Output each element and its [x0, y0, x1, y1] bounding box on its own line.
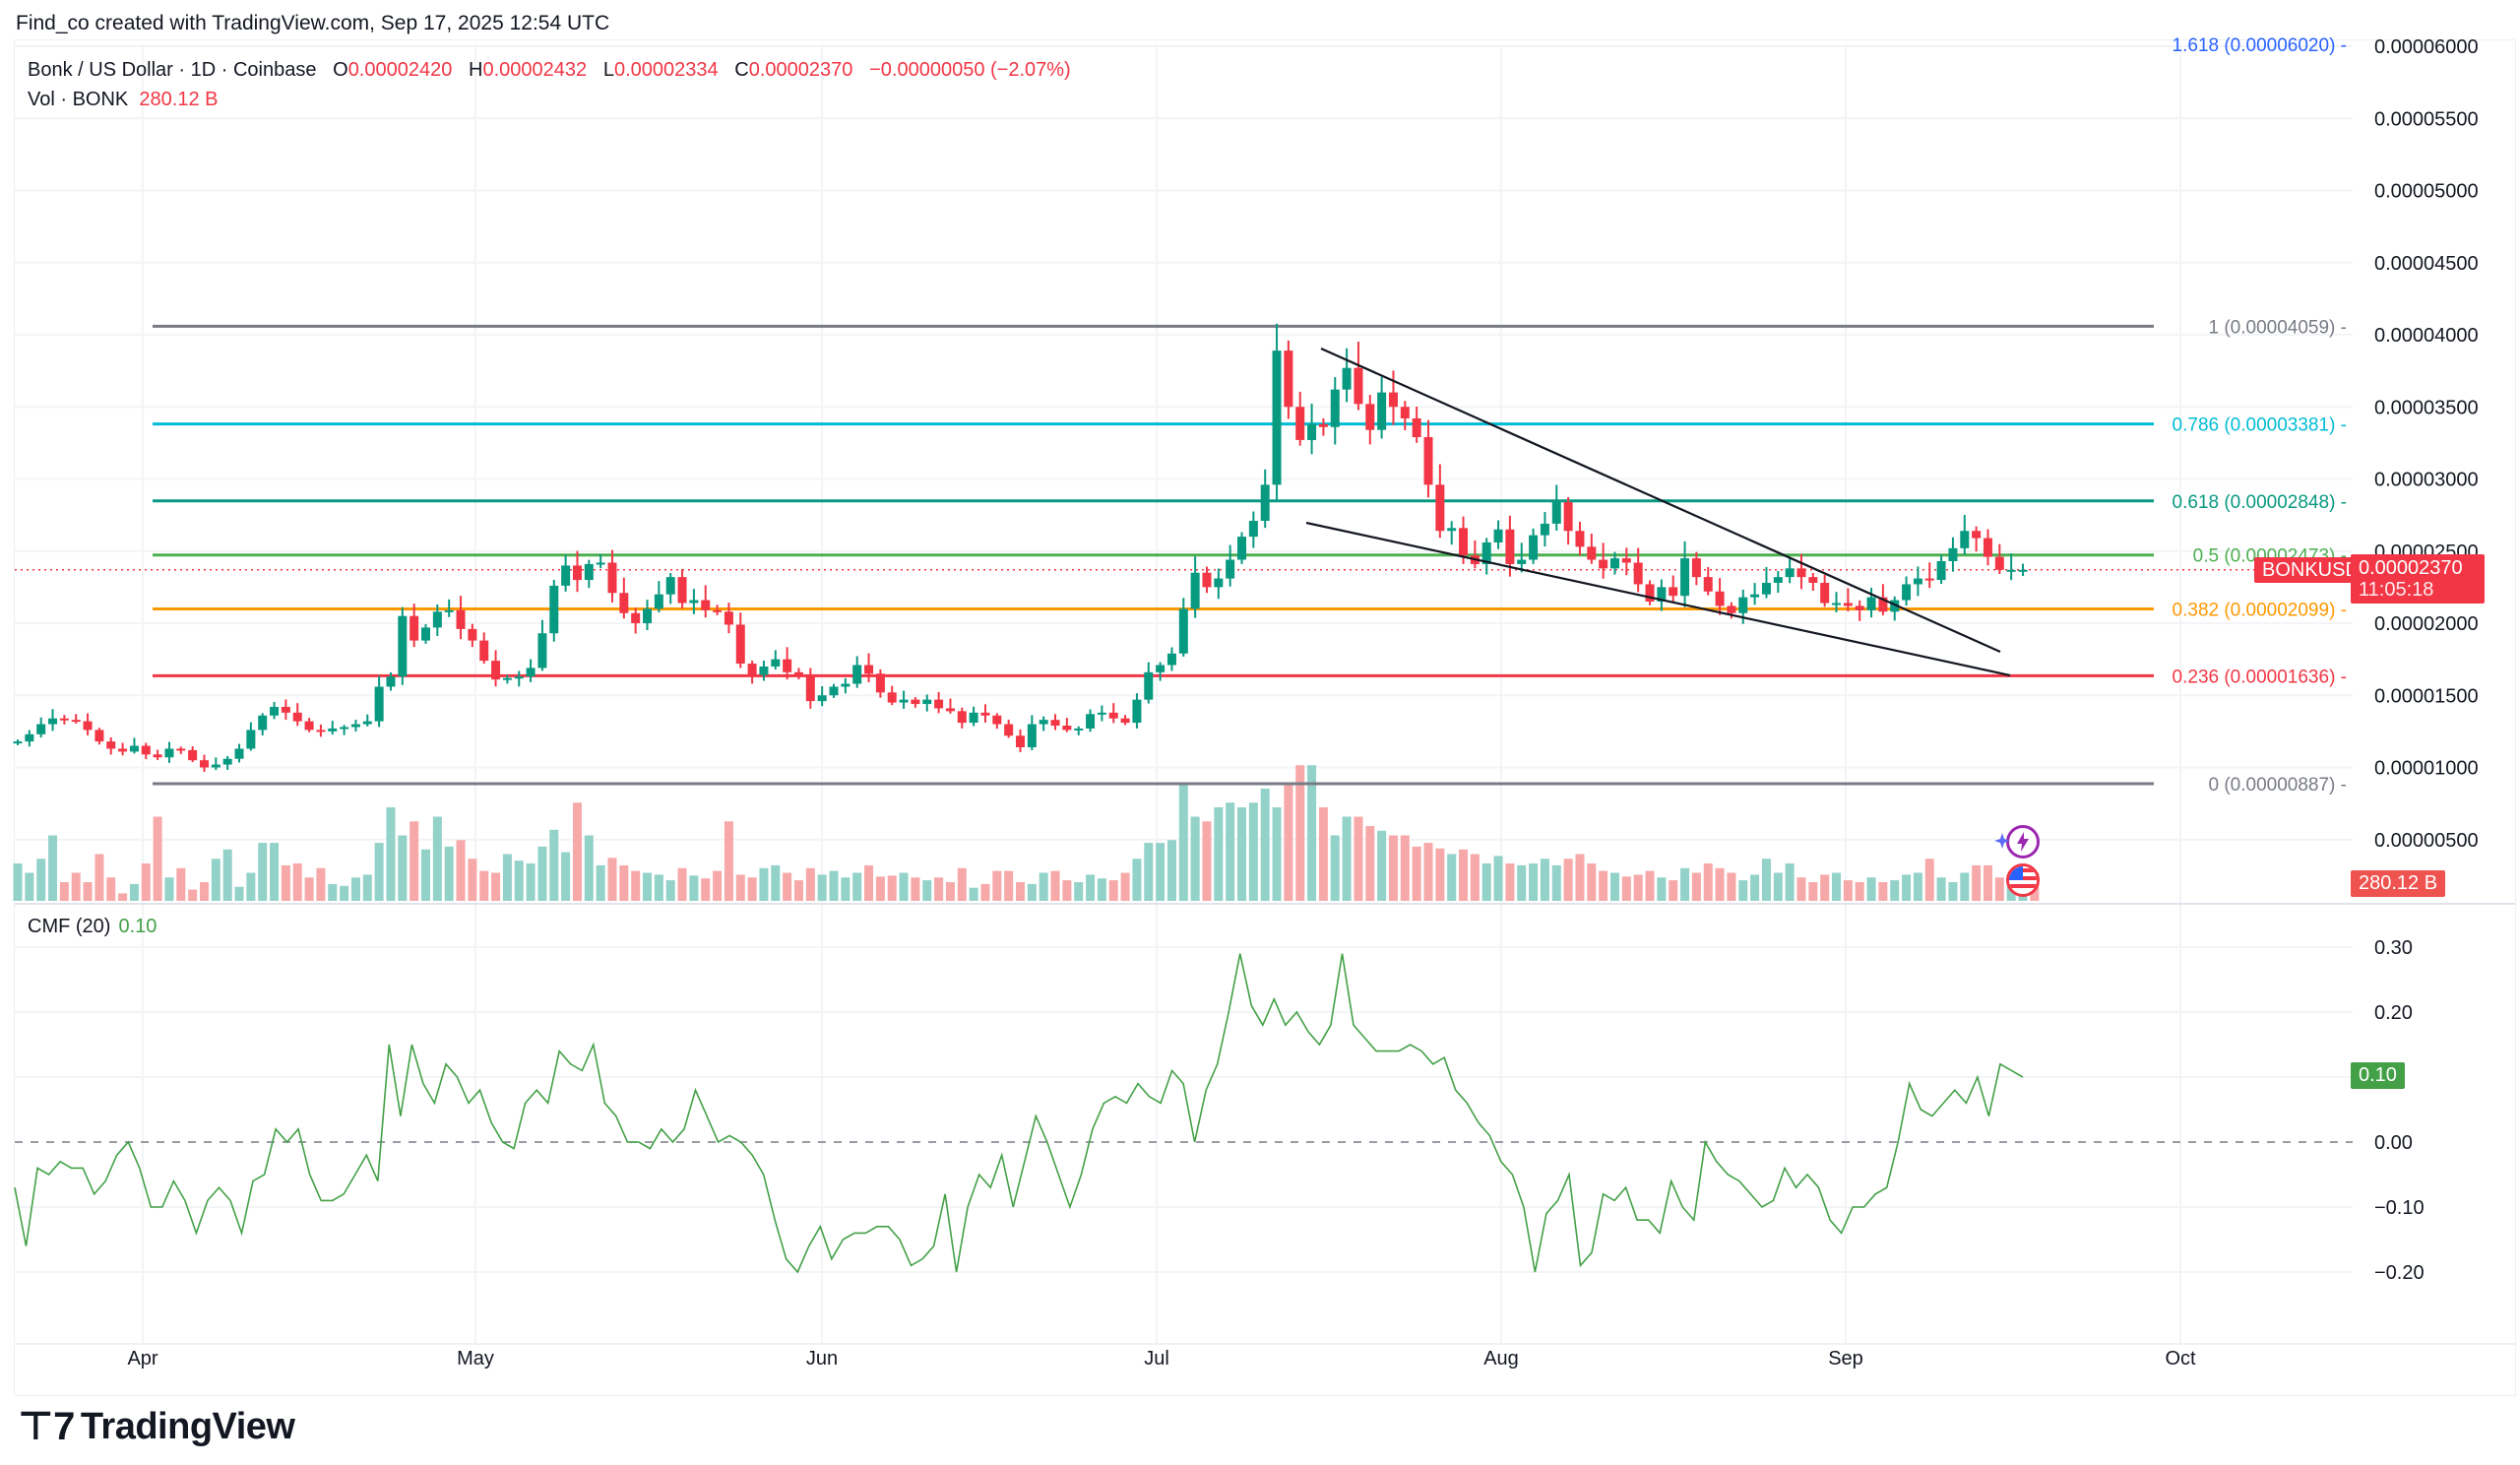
symbol-title[interactable]: Bonk / US Dollar · 1D · Coinbase [28, 59, 317, 81]
bar-countdown: 11:05:18 [2359, 579, 2434, 601]
cmf-legend[interactable]: CMF (20) 0.10 [28, 916, 157, 938]
cmf-value: 0.10 [118, 916, 158, 937]
svg-text:0.00000500: 0.00000500 [2374, 830, 2479, 852]
sparkle-icon [1994, 833, 2010, 849]
us-flag-event-icon[interactable] [2006, 863, 2040, 897]
fib-label: 1 (0.00004059) - [2209, 317, 2348, 338]
fib-label: 0.618 (0.00002848) - [2173, 492, 2347, 513]
svg-text:0.00002000: 0.00002000 [2374, 613, 2479, 635]
low-value: 0.00002334 [613, 59, 719, 81]
volume-value: 280.12 B [139, 89, 219, 110]
change-value: −0.00000050 (−2.07%) [869, 59, 1071, 81]
falling-wedge[interactable] [1305, 347, 2011, 677]
svg-text:0.00006000: 0.00006000 [2374, 36, 2479, 58]
svg-text:−0.10: −0.10 [2374, 1197, 2425, 1219]
price-axis[interactable]: 0.00000500 0.00001000 0.00001500 0.00002000… [2374, 36, 2479, 1284]
svg-text:0.00004000: 0.00004000 [2374, 325, 2479, 347]
cmf-label: CMF (20) [28, 916, 111, 937]
svg-text:0.00005500: 0.00005500 [2374, 108, 2479, 130]
time-axis[interactable]: Apr May Jun Jul Aug Sep Oct [127, 1348, 2196, 1369]
tradingview-logo-icon: ⊤7 [18, 1405, 75, 1448]
fibonacci-retracement[interactable]: 1.618 (0.00006020) - 1 (0.00004059) - 0.78… [153, 35, 2347, 796]
svg-text:Jun: Jun [806, 1348, 838, 1369]
chart-credit: Find_co created with TradingView.com, Se… [16, 12, 610, 34]
svg-text:0.00004500: 0.00004500 [2374, 253, 2479, 275]
last-price-tag: 0.00002370 11:05:18 [2351, 554, 2485, 604]
close-label: C [734, 59, 749, 81]
candlesticks [13, 323, 2028, 772]
cmf-pane [14, 953, 2353, 1274]
grid [15, 44, 2515, 1345]
fib-label: 0.236 (0.00001636) - [2173, 667, 2347, 687]
tradingview-logo-text: TradingView [80, 1405, 295, 1447]
low-label: L [602, 59, 614, 81]
svg-text:Apr: Apr [127, 1348, 158, 1369]
cmf-value-tag: 0.10 [2351, 1062, 2405, 1089]
svg-text:May: May [457, 1348, 494, 1369]
volume-tag: 280.12 B [2351, 870, 2446, 897]
svg-text:0.20: 0.20 [2374, 1002, 2413, 1024]
symbol-price-tag: BONKUSD [2254, 557, 2367, 583]
svg-text:0.00005000: 0.00005000 [2374, 181, 2479, 203]
svg-text:0.00: 0.00 [2374, 1132, 2413, 1154]
lightning-event-icon[interactable] [2006, 825, 2040, 859]
last-price: 0.00002370 [2359, 557, 2463, 579]
svg-text:0.30: 0.30 [2374, 937, 2413, 959]
fib-label: 0.382 (0.00002099) - [2173, 600, 2347, 620]
volume-label[interactable]: Vol · BONK [28, 89, 129, 110]
wedge-lower [1305, 521, 2011, 677]
symbol-legend: Bonk / US Dollar · 1D · Coinbase O0.0000… [28, 55, 1071, 114]
volume-bars [13, 765, 2040, 901]
wedge-upper [1320, 347, 2001, 654]
high-value: 0.00002432 [482, 59, 588, 81]
svg-text:0.00001500: 0.00001500 [2374, 685, 2479, 707]
svg-text:Oct: Oct [2165, 1348, 2196, 1369]
open-label: O [333, 59, 348, 81]
svg-text:0.00003000: 0.00003000 [2374, 470, 2479, 491]
svg-text:−0.20: −0.20 [2374, 1262, 2425, 1284]
fib-label: 0 (0.00000887) - [2209, 775, 2348, 796]
svg-text:Aug: Aug [1483, 1348, 1519, 1369]
high-label: H [469, 59, 483, 81]
tradingview-logo[interactable]: ⊤7 TradingView [18, 1404, 295, 1449]
open-value: 0.00002420 [347, 59, 453, 81]
fib-label: 0.786 (0.00003381) - [2173, 415, 2347, 436]
fib-label: 1.618 (0.00006020) - [2173, 35, 2347, 56]
chart-frame [14, 39, 2516, 1396]
svg-text:0.00003500: 0.00003500 [2374, 397, 2479, 418]
svg-text:Sep: Sep [1828, 1348, 1863, 1369]
close-value: 0.00002370 [748, 59, 853, 81]
svg-text:0.00001000: 0.00001000 [2374, 758, 2479, 780]
svg-text:Jul: Jul [1144, 1348, 1169, 1369]
cmf-line [14, 953, 2024, 1274]
